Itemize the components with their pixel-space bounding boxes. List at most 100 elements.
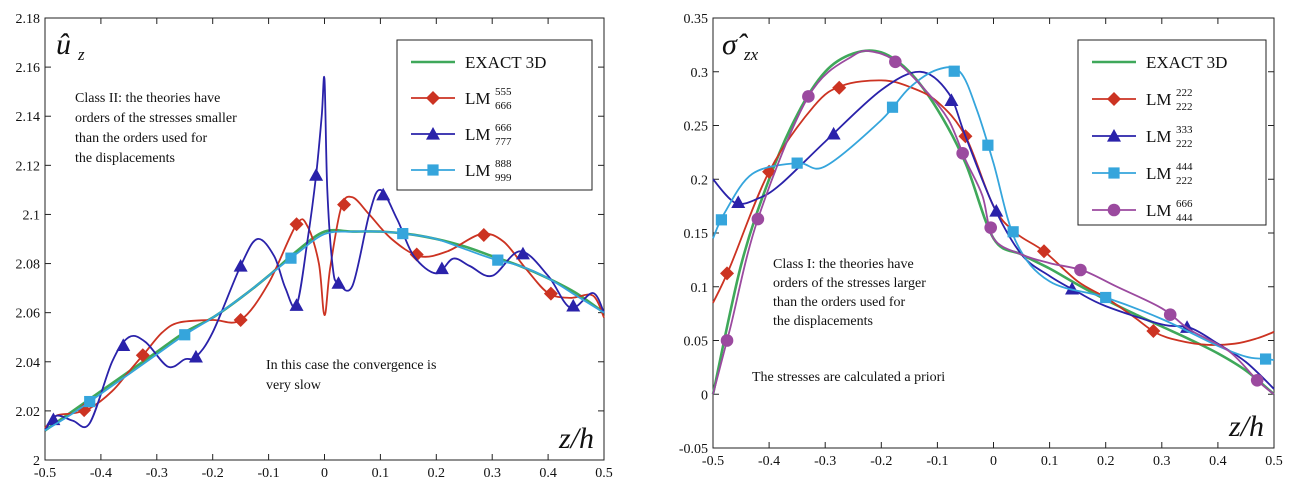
right-series-line-4 xyxy=(712,49,1275,395)
left-xtick-label: -0.1 xyxy=(258,466,280,481)
right-xtick-label: -0.2 xyxy=(870,454,892,469)
left-series-3-point xyxy=(492,254,504,266)
right-series-2-point xyxy=(731,195,746,208)
right-legend-label-2: LM xyxy=(1146,127,1172,146)
right-legend-sub-3: 222 xyxy=(1176,175,1193,187)
right-series-1-point xyxy=(1146,323,1161,338)
chart-left-displacement: -0.5 -0.4 -0.3 -0.2 -0.1 0 0.1 0.2 0.3 0.4 0.5 2 2.0… xyxy=(16,12,613,481)
left-ytick-label: 2.02 xyxy=(16,405,41,420)
right-series-1-point xyxy=(832,80,847,95)
right-legend-sub-4: 444 xyxy=(1176,212,1193,224)
right-series-4-point xyxy=(1074,263,1087,277)
left-x-axis-title: z/h xyxy=(558,422,594,455)
right-legend-sup-2: 333 xyxy=(1176,124,1193,136)
left-xtick-label: 0.3 xyxy=(483,466,501,481)
left-series-2-point xyxy=(376,187,391,201)
right-series-1-point xyxy=(720,266,735,281)
chart-right-stress: -0.5 -0.4 -0.3 -0.2 -0.1 0 0.1 0.2 0.3 0.4 0.5 -0.0… xyxy=(679,12,1283,469)
left-legend-sup-2: 666 xyxy=(495,122,512,134)
right-x-axis-title: z/h xyxy=(1228,410,1264,443)
right-xtick-label: -0.4 xyxy=(758,454,780,469)
right-legend-label-0: EXACT 3D xyxy=(1146,53,1227,72)
left-series-line-3 xyxy=(44,230,605,432)
left-quantity-symbol: û xyxy=(56,28,71,61)
left-legend-sub-2: 777 xyxy=(495,136,512,148)
left-series-2-point xyxy=(331,276,346,289)
left-ytick-label: 2.14 xyxy=(16,110,41,125)
left-series-3-point xyxy=(84,395,96,408)
right-quantity-subscript: zx xyxy=(743,45,759,64)
right-xtick-label: -0.3 xyxy=(814,454,836,469)
right-ytick-label: 0.2 xyxy=(691,173,709,188)
left-legend-marker-1 xyxy=(426,91,440,105)
right-series-3-point xyxy=(715,214,728,226)
left-xtick-label: -0.4 xyxy=(90,466,112,481)
left-legend-marker-3 xyxy=(427,164,439,176)
right-xtick-label: 0 xyxy=(990,454,997,469)
right-series-2-point xyxy=(826,126,841,140)
left-legend-label-3: LM xyxy=(465,161,491,180)
left-series-2-point xyxy=(434,261,449,275)
left-ytick-label: 2.16 xyxy=(16,61,41,76)
left-series-2-point xyxy=(309,168,324,181)
right-ytick-label: 0 xyxy=(701,388,708,403)
left-series-2-point xyxy=(289,298,304,311)
left-legend-sup-3: 888 xyxy=(495,158,512,170)
left-ytick-label: 2.08 xyxy=(16,258,41,273)
right-legend-marker-3 xyxy=(1108,167,1120,179)
right-xtick-label: -0.1 xyxy=(926,454,948,469)
right-legend-marker-2 xyxy=(1107,129,1121,142)
right-annotation-line: Class I: the theories have xyxy=(773,257,914,272)
right-series-3-point xyxy=(1100,291,1112,304)
right-series-line-0 xyxy=(711,49,1275,396)
left-series-2-point xyxy=(233,259,248,272)
right-series-3-point xyxy=(1259,353,1272,365)
left-legend-label-1: LM xyxy=(465,89,491,108)
right-legend-sup-1: 222 xyxy=(1176,87,1193,99)
right-series-1-point xyxy=(1036,244,1051,259)
right-xtick-label: -0.5 xyxy=(702,454,724,469)
left-ytick-label: 2.12 xyxy=(16,159,41,174)
left-series-1-point xyxy=(289,217,304,232)
left-xtick-label: -0.5 xyxy=(34,466,56,481)
left-series-2-point xyxy=(188,349,203,363)
right-series-4-point xyxy=(956,146,969,160)
left-series-2-point xyxy=(515,246,530,260)
left-series-1-point xyxy=(543,286,558,301)
right-ytick-label: 0.1 xyxy=(691,281,709,296)
right-series-2-point xyxy=(944,93,959,107)
right-series-3-point xyxy=(1007,226,1019,238)
left-annotation-line: very slow xyxy=(266,378,322,393)
right-xtick-label: 0.5 xyxy=(1265,454,1283,469)
left-series-1-point xyxy=(135,348,150,363)
left-series-line-2 xyxy=(44,75,605,432)
right-series-4-point xyxy=(889,55,902,69)
right-series-2-point xyxy=(1065,281,1080,295)
right-legend-sup-3: 444 xyxy=(1176,161,1193,173)
right-series-3-point xyxy=(791,157,803,169)
right-series-3-point xyxy=(886,101,899,113)
left-legend-sub-1: 666 xyxy=(495,100,512,112)
left-series-1-point xyxy=(337,197,352,212)
left-series-line-1 xyxy=(44,195,605,429)
left-xtick-label: -0.3 xyxy=(146,466,168,481)
right-legend-sup-4: 666 xyxy=(1176,198,1193,210)
left-series-3-point xyxy=(285,252,297,264)
right-xtick-label: 0.4 xyxy=(1209,454,1227,469)
left-series-3-point xyxy=(179,329,191,341)
left-series-2-point xyxy=(46,412,61,426)
left-ytick-label: 2.04 xyxy=(16,356,41,371)
right-xtick-label: 0.1 xyxy=(1041,454,1059,469)
left-series-1-point xyxy=(233,313,248,328)
left-xtick-label: 0.2 xyxy=(428,466,446,481)
right-annotation-line: the displacements xyxy=(773,314,873,329)
left-ytick-label: 2.06 xyxy=(16,307,41,322)
right-xtick-label: 0.3 xyxy=(1153,454,1171,469)
left-series-2-point xyxy=(566,298,581,312)
right-annotation-line: orders of the stresses larger xyxy=(773,276,926,291)
right-ytick-label: 0.15 xyxy=(684,227,709,242)
left-xtick-label: 0.1 xyxy=(372,466,390,481)
right-xtick-label: 0.2 xyxy=(1097,454,1115,469)
right-series-3-point xyxy=(948,65,960,77)
left-legend-sup-1: 555 xyxy=(495,86,512,98)
